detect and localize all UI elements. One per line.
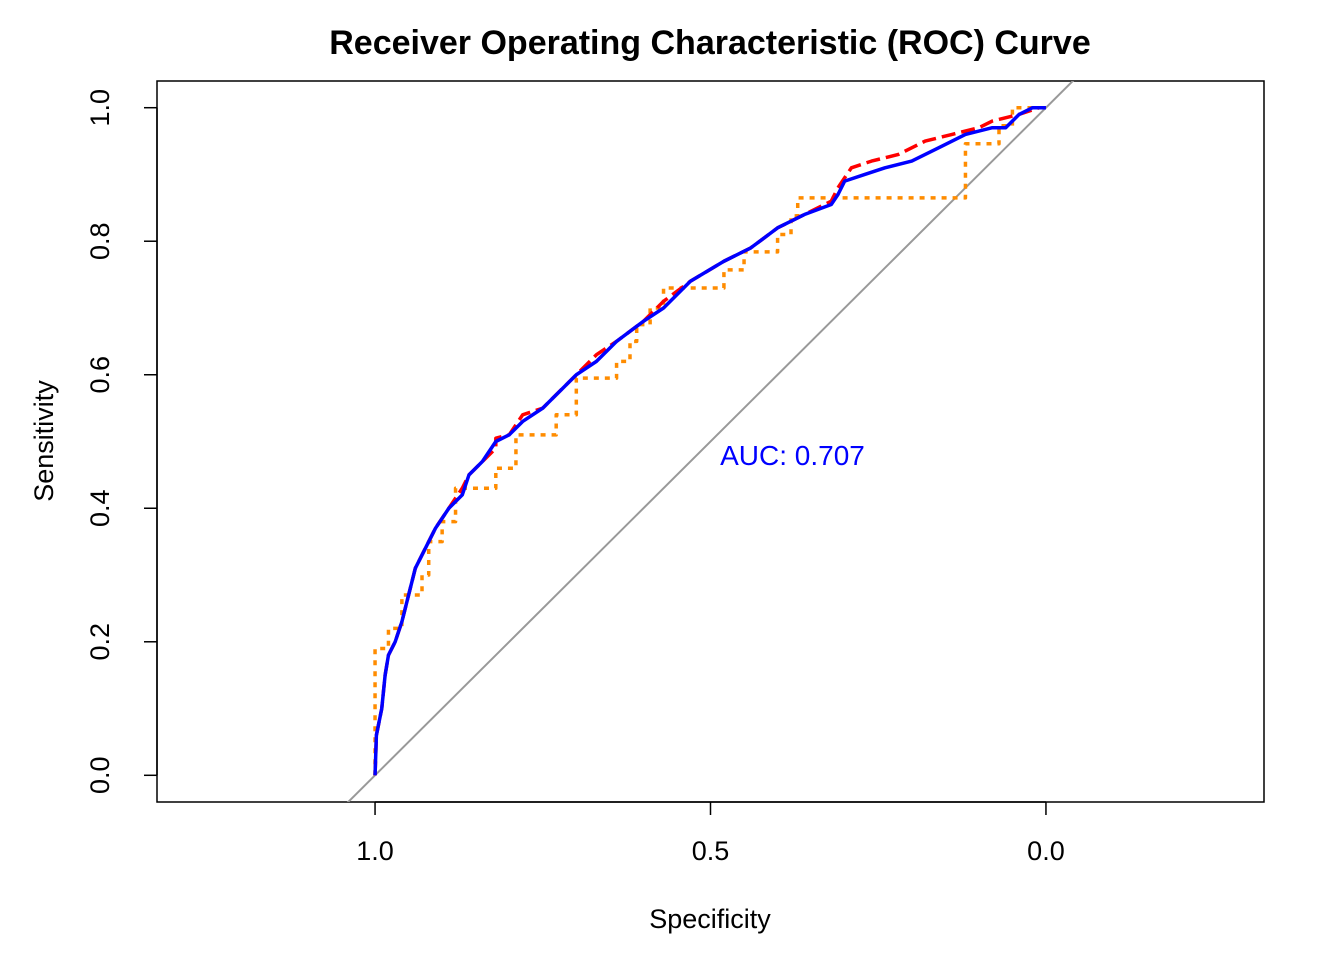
x-axis-label: Specificity	[649, 904, 771, 934]
reference-diagonal	[346, 81, 1075, 802]
plot-area	[346, 81, 1075, 802]
chart-title: Receiver Operating Characteristic (ROC) …	[329, 24, 1090, 62]
roc-curve-blue	[373, 105, 1046, 776]
y-tick-label: 0.8	[85, 222, 115, 260]
y-tick-label: 0.6	[85, 356, 115, 394]
y-axis-label: Sensitivity	[29, 380, 59, 502]
y-tick-label: 0.2	[85, 623, 115, 661]
y-tick-label: 0.0	[85, 757, 115, 795]
x-tick-label: 0.0	[1027, 836, 1065, 866]
axes: 1.0 0.5 0.0 0.0 0.2 0.4 0.6 0.8 1.0	[85, 89, 1065, 866]
y-tick-label: 0.4	[85, 489, 115, 527]
x-tick-label: 1.0	[356, 836, 394, 866]
roc-curve-orange	[373, 105, 1046, 776]
auc-annotation: AUC: 0.707	[720, 440, 865, 471]
x-tick-label: 0.5	[692, 836, 730, 866]
y-tick-label: 1.0	[85, 89, 115, 127]
